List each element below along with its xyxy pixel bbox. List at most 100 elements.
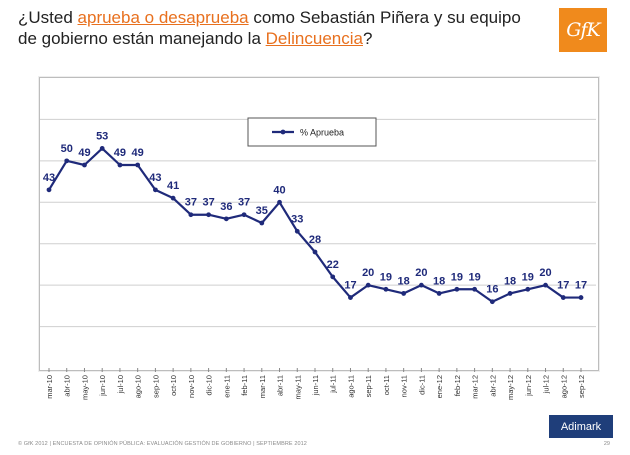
data-label: 18: [504, 275, 516, 287]
data-point: [99, 146, 105, 151]
legend-marker: [280, 129, 286, 135]
data-label: 49: [132, 147, 144, 159]
legend-box: [247, 117, 377, 147]
x-tick-label: feb-11: [240, 375, 249, 396]
data-label: 41: [167, 180, 179, 192]
data-point: [82, 162, 87, 168]
x-tick-label: nov-10: [187, 375, 196, 398]
x-tick-label: abr-11: [276, 375, 285, 396]
data-label: 43: [149, 172, 161, 184]
data-point: [348, 295, 353, 300]
x-tick-label: ago-10: [134, 375, 143, 398]
x-tick-label: sep-11: [364, 375, 373, 397]
x-tick-label: jun-10: [98, 375, 107, 397]
data-label: 40: [273, 184, 285, 196]
data-label: 37: [202, 197, 214, 209]
data-point: [401, 291, 407, 296]
x-tick-label: may-12: [506, 375, 515, 400]
data-label: 20: [539, 267, 551, 279]
footer-text: © GfK 2012 | ENCUESTA DE OPINIÓN PÚBLICA…: [18, 441, 307, 447]
data-point: [170, 195, 176, 201]
data-label: 43: [43, 172, 55, 184]
data-label: 20: [415, 267, 427, 279]
title-text-1: ¿Usted: [18, 8, 78, 27]
data-label: 19: [522, 271, 534, 283]
data-label: 17: [557, 280, 569, 292]
x-tick-label: jul-11: [329, 375, 338, 394]
x-tick-label: oct-11: [382, 375, 391, 395]
data-point: [259, 220, 265, 226]
x-tick-label: ago-12: [559, 375, 568, 398]
data-point: [188, 212, 194, 218]
legend-label: % Aprueba: [300, 128, 344, 138]
gfk-logo-text: GfK: [566, 19, 600, 41]
data-label: 18: [398, 275, 410, 287]
data-label: 17: [344, 280, 356, 292]
data-point: [223, 216, 229, 222]
data-label: 19: [468, 271, 480, 283]
page-number: 29: [603, 441, 610, 447]
title-highlight-approve: aprueba o desaprueba: [77, 8, 249, 27]
title-text-3: ?: [362, 29, 373, 48]
data-label: 20: [362, 267, 374, 279]
data-point: [46, 187, 52, 193]
data-label: 18: [433, 275, 445, 287]
data-point: [472, 286, 477, 292]
x-tick-label: ene-12: [435, 375, 444, 398]
data-point: [436, 291, 442, 296]
x-tick-label: jul-12: [542, 375, 551, 394]
title-highlight-topic: Delincuencia: [265, 29, 363, 48]
data-label: 50: [61, 143, 73, 155]
data-point: [277, 199, 282, 205]
x-tick-label: mar-10: [45, 375, 54, 399]
page-title: ¿Usted aprueba o desaprueba como Sebasti…: [18, 7, 538, 49]
data-label: 19: [380, 271, 392, 283]
data-point: [525, 286, 531, 292]
data-label: 19: [451, 271, 463, 283]
gfk-logo: GfK: [559, 8, 607, 52]
x-tick-label: ene-11: [222, 375, 231, 398]
x-tick-label: mar-12: [471, 375, 480, 399]
adimark-badge: Adimark: [549, 415, 613, 438]
data-point: [117, 162, 123, 168]
x-tick-label: jun-11: [311, 375, 320, 396]
x-tick-label: mar-11: [258, 375, 267, 398]
x-tick-label: abr-10: [63, 375, 72, 397]
data-point: [153, 187, 158, 193]
data-label: 36: [220, 201, 232, 213]
data-point: [206, 212, 212, 218]
data-point: [578, 295, 584, 300]
x-tick-label: ago-11: [346, 375, 355, 398]
data-label: 22: [327, 259, 339, 271]
x-tick-label: may-11: [293, 375, 302, 399]
data-point: [330, 274, 336, 280]
x-tick-label: dic-11: [417, 375, 426, 395]
data-label: 37: [238, 197, 250, 209]
x-tick-label: abr-12: [488, 375, 497, 397]
series-line: [48, 147, 581, 303]
x-tick-label: nov-11: [400, 375, 409, 397]
title-text-2: como Sebastián Piñera y su equipo de gob…: [18, 8, 521, 48]
data-point: [383, 286, 389, 292]
x-tick-label: feb-12: [453, 375, 462, 396]
data-label: 37: [185, 197, 197, 209]
data-label: 28: [309, 234, 321, 246]
x-tick-label: oct-10: [169, 375, 178, 396]
x-tick-label: sep-12: [577, 375, 586, 398]
data-label: 17: [575, 280, 587, 292]
data-label: 16: [486, 284, 498, 296]
data-point: [294, 228, 300, 234]
data-point: [507, 291, 513, 296]
data-point: [489, 299, 495, 305]
data-point: [543, 282, 548, 288]
data-point: [419, 282, 424, 288]
x-tick-label: dic-10: [205, 375, 214, 395]
x-tick-label: jun-12: [524, 375, 533, 397]
data-point: [365, 282, 371, 288]
data-point: [312, 249, 318, 255]
data-point: [64, 158, 70, 164]
data-label: 35: [256, 205, 268, 217]
data-label: 49: [78, 147, 90, 159]
data-label: 33: [291, 213, 303, 225]
